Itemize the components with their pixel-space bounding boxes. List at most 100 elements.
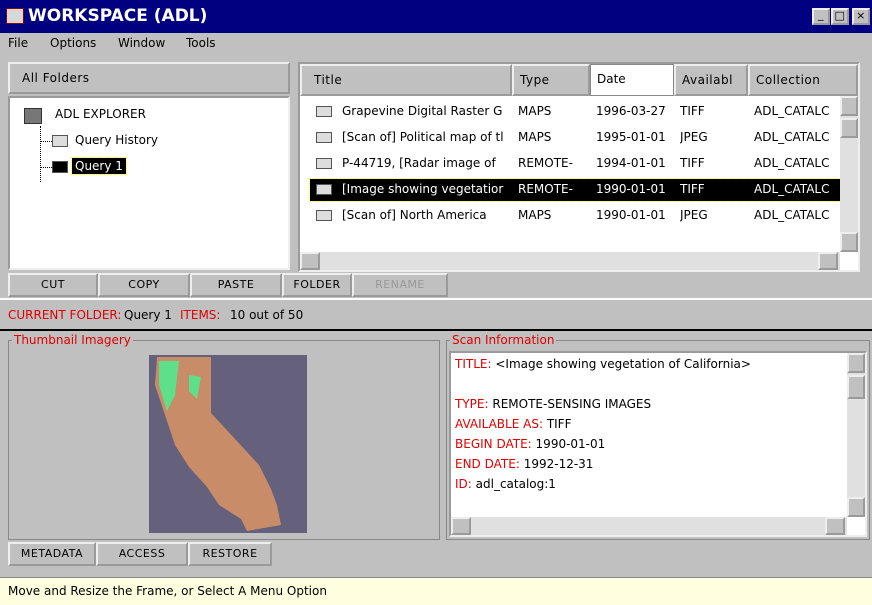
menu-item[interactable]: File xyxy=(8,36,28,50)
table-cell: Grapevine Digital Raster G xyxy=(342,104,518,118)
column-header[interactable]: Type xyxy=(512,64,590,96)
toolbar-button[interactable]: PASTE xyxy=(190,273,282,297)
menu-item[interactable]: Tools xyxy=(186,36,216,50)
field-label: ID: xyxy=(455,477,472,491)
toolbar-button[interactable]: CUT xyxy=(8,273,98,297)
window: WORKSPACE (ADL) _ □ × File Options Window T… xyxy=(0,0,872,605)
scroll-right[interactable] xyxy=(818,252,838,270)
column-header[interactable]: Availabl xyxy=(674,64,748,96)
table-cell: [Scan of] North America xyxy=(342,208,518,222)
scan-field: END DATE: 1992-12-31 xyxy=(455,457,845,471)
field-value: TIFF xyxy=(547,417,572,431)
scroll-right[interactable] xyxy=(825,517,845,535)
table-cell: TIFF xyxy=(680,182,750,196)
scan-field: TITLE: <Image showing vegetation of Cali… xyxy=(455,357,845,371)
table-cell: 1995-01-01 xyxy=(596,130,676,144)
folder-icon xyxy=(52,161,68,173)
table-cell: 1990-01-01 xyxy=(596,182,676,196)
tree-item[interactable]: Query 1 xyxy=(72,158,126,174)
field-label: END DATE: xyxy=(455,457,520,471)
table-cell: ADL_CATALC xyxy=(754,182,840,196)
menu-item[interactable]: Window xyxy=(118,36,165,50)
table-cell: ADL_CATALC xyxy=(754,130,840,144)
table-cell: 1990-01-01 xyxy=(596,208,676,222)
doc-icon xyxy=(316,106,332,117)
column-header[interactable]: Date xyxy=(590,64,674,96)
scan-label: Scan Information xyxy=(450,333,556,347)
status-bar: Move and Resize the Frame, or Select A M… xyxy=(0,577,872,605)
table-cell: [Image showing vegetatior xyxy=(342,182,518,196)
scroll-up[interactable] xyxy=(840,96,858,116)
close[interactable]: × xyxy=(852,8,870,25)
toolbar: CUTCOPYPASTEFOLDERRENAME xyxy=(8,273,468,297)
toolbar-button[interactable]: COPY xyxy=(98,273,190,297)
table-cell: MAPS xyxy=(518,130,592,144)
table-cell: ADL_CATALC xyxy=(754,208,840,222)
field-value: <Image showing vegetation of California> xyxy=(495,357,751,371)
toolbar-button[interactable]: FOLDER xyxy=(282,273,352,297)
table-cell: TIFF xyxy=(680,104,750,118)
field-label: TITLE: xyxy=(455,357,492,371)
thumbnail-image xyxy=(149,355,307,533)
scroll-down[interactable] xyxy=(840,232,858,252)
current-items-label: ITEMS: xyxy=(180,303,220,327)
field-label: AVAILABLE AS: xyxy=(455,417,543,431)
minimize[interactable]: _ xyxy=(812,8,830,25)
scroll-thumb[interactable] xyxy=(840,118,858,138)
doc-icon xyxy=(316,210,332,221)
scroll-up[interactable] xyxy=(847,353,865,373)
app-icon xyxy=(6,8,24,24)
doc-icon xyxy=(316,158,332,169)
scroll-left[interactable] xyxy=(451,517,471,535)
tree-item[interactable]: ADL EXPLORER xyxy=(52,106,149,122)
field-value: 1990-01-01 xyxy=(536,437,606,451)
current-folder-label: CURRENT FOLDER: xyxy=(8,303,121,327)
table-cell: JPEG xyxy=(680,208,750,222)
table-cell: P-44719, [Radar image of xyxy=(342,156,518,170)
bottom-button[interactable]: METADATA xyxy=(8,542,96,566)
field-label: TYPE: xyxy=(455,397,489,411)
column-header[interactable]: Title xyxy=(300,64,512,96)
thumbnail-label: Thumbnail Imagery xyxy=(12,333,133,347)
field-label: BEGIN DATE: xyxy=(455,437,532,451)
page: WORKSPACE (ADL) _ □ × File Options Window T… xyxy=(0,0,872,605)
table-cell: 1994-01-01 xyxy=(596,156,676,170)
table-cell: ADL_CATALC xyxy=(754,156,840,170)
current-items: 10 out of 50 xyxy=(230,303,303,327)
divider xyxy=(0,298,872,300)
menu-bar: File Options Window Tools xyxy=(0,33,872,55)
current-folder: CURRENT FOLDER:Query 1ITEMS:10 out of 50 xyxy=(8,303,868,327)
table-cell: ADL_CATALC xyxy=(754,104,840,118)
bottom-button[interactable]: RESTORE xyxy=(188,542,272,566)
tree-item[interactable]: Query History xyxy=(72,132,161,148)
field-value: adl_catalog:1 xyxy=(476,477,556,491)
doc-icon xyxy=(316,184,332,195)
column-header[interactable]: Collection xyxy=(748,64,858,96)
scroll-left[interactable] xyxy=(300,252,320,270)
divider xyxy=(0,329,872,331)
bottom-button[interactable]: ACCESS xyxy=(96,542,188,566)
table-cell: TIFF xyxy=(680,156,750,170)
menu-item[interactable]: Options xyxy=(50,36,96,50)
field-value: 1992-12-31 xyxy=(524,457,594,471)
scan-field: BEGIN DATE: 1990-01-01 xyxy=(455,437,845,451)
h-scrollbar[interactable] xyxy=(300,252,840,270)
scroll-thumb[interactable] xyxy=(847,375,865,399)
table-cell: MAPS xyxy=(518,208,592,222)
title-bar: WORKSPACE (ADL) _ □ × xyxy=(0,0,872,33)
folder-tree: ADL EXPLORER Query History Query 1 xyxy=(8,96,290,270)
folders-header[interactable]: All Folders xyxy=(8,62,290,94)
maximize[interactable]: □ xyxy=(831,8,849,25)
v-scrollbar[interactable] xyxy=(847,353,865,517)
h-scrollbar[interactable] xyxy=(451,517,847,535)
field-value: REMOTE-SENSING IMAGES xyxy=(492,397,651,411)
scroll-down[interactable] xyxy=(847,497,865,517)
scan-text: TITLE: <Image showing vegetation of Cali… xyxy=(449,351,867,537)
